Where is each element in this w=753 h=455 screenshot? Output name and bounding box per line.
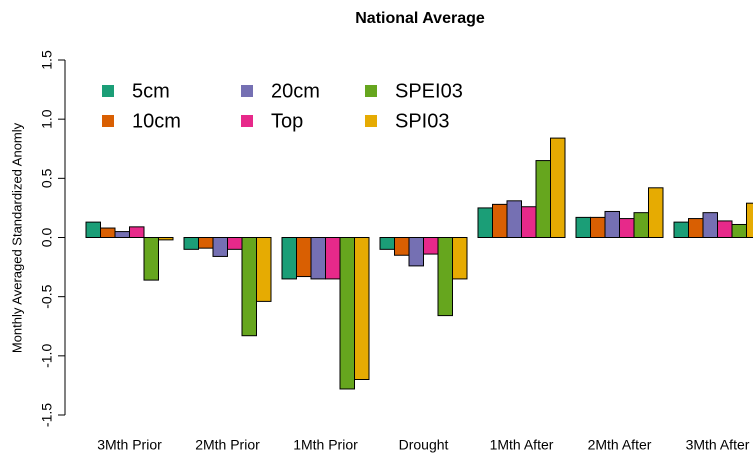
bar bbox=[158, 237, 174, 241]
y-axis-label: Monthly Averaged Standardized Anomly bbox=[9, 122, 24, 353]
bar bbox=[437, 237, 453, 317]
bar bbox=[198, 237, 214, 249]
legend-label: 20cm bbox=[271, 80, 320, 102]
bar bbox=[423, 237, 439, 255]
bar bbox=[379, 237, 395, 250]
legend-label: 10cm bbox=[132, 110, 181, 132]
bar bbox=[339, 237, 355, 390]
legend-label: SPEI03 bbox=[395, 80, 463, 102]
x-tick-label: 1Mth After bbox=[490, 437, 554, 453]
x-tick-label: 2Mth Prior bbox=[195, 437, 260, 453]
legend-label: SPI03 bbox=[395, 110, 449, 132]
legend-swatch bbox=[365, 115, 377, 127]
bar bbox=[521, 206, 537, 239]
legend-swatch bbox=[241, 85, 253, 97]
bar bbox=[227, 237, 243, 250]
bar bbox=[281, 237, 297, 280]
bar bbox=[114, 231, 130, 238]
bar bbox=[648, 187, 664, 239]
bar bbox=[241, 237, 257, 337]
bar bbox=[143, 237, 159, 281]
bar bbox=[408, 237, 424, 267]
x-tick-label: 2Mth After bbox=[588, 437, 652, 453]
y-tick-label: 0.0 bbox=[39, 228, 55, 248]
legend-swatch bbox=[241, 115, 253, 127]
bar bbox=[506, 200, 522, 238]
bar bbox=[452, 237, 468, 280]
y-tick-label: 1.5 bbox=[39, 50, 55, 70]
bar bbox=[590, 216, 606, 238]
bar bbox=[575, 216, 591, 238]
legend-swatch bbox=[102, 115, 114, 127]
bar bbox=[746, 202, 753, 238]
bar bbox=[731, 223, 747, 239]
bar bbox=[354, 237, 370, 380]
bar bbox=[550, 137, 566, 239]
legend-label: 5cm bbox=[132, 80, 170, 102]
y-tick-label: -1.0 bbox=[39, 344, 55, 368]
bar bbox=[394, 237, 410, 256]
legend-swatch bbox=[102, 85, 114, 97]
bar bbox=[717, 220, 733, 238]
x-tick-label: 3Mth Prior bbox=[97, 437, 162, 453]
bar bbox=[212, 237, 228, 257]
bar bbox=[129, 226, 145, 239]
bar bbox=[256, 237, 272, 302]
bar bbox=[100, 227, 116, 239]
legend-swatch bbox=[365, 85, 377, 97]
bar bbox=[535, 160, 551, 238]
bar bbox=[702, 212, 718, 238]
bar bbox=[633, 212, 649, 238]
y-tick-label: -1.5 bbox=[39, 403, 55, 427]
bar bbox=[183, 237, 199, 250]
bar bbox=[310, 237, 326, 280]
y-tick-label: -0.5 bbox=[39, 284, 55, 308]
y-tick-label: 1.0 bbox=[39, 109, 55, 129]
bar bbox=[477, 207, 493, 239]
bar bbox=[604, 210, 620, 238]
bar bbox=[688, 218, 704, 238]
bar bbox=[85, 221, 101, 239]
bar bbox=[296, 237, 312, 278]
bar bbox=[673, 221, 689, 239]
legend-label: Top bbox=[271, 110, 303, 132]
bar bbox=[619, 218, 635, 238]
x-tick-label: 3Mth After bbox=[686, 437, 750, 453]
y-tick-label: 0.5 bbox=[39, 168, 55, 188]
bar bbox=[325, 237, 341, 280]
x-tick-label: 1Mth Prior bbox=[293, 437, 358, 453]
chart-title: National Average bbox=[355, 10, 485, 27]
x-tick-label: Drought bbox=[399, 437, 449, 453]
bar bbox=[492, 203, 508, 239]
